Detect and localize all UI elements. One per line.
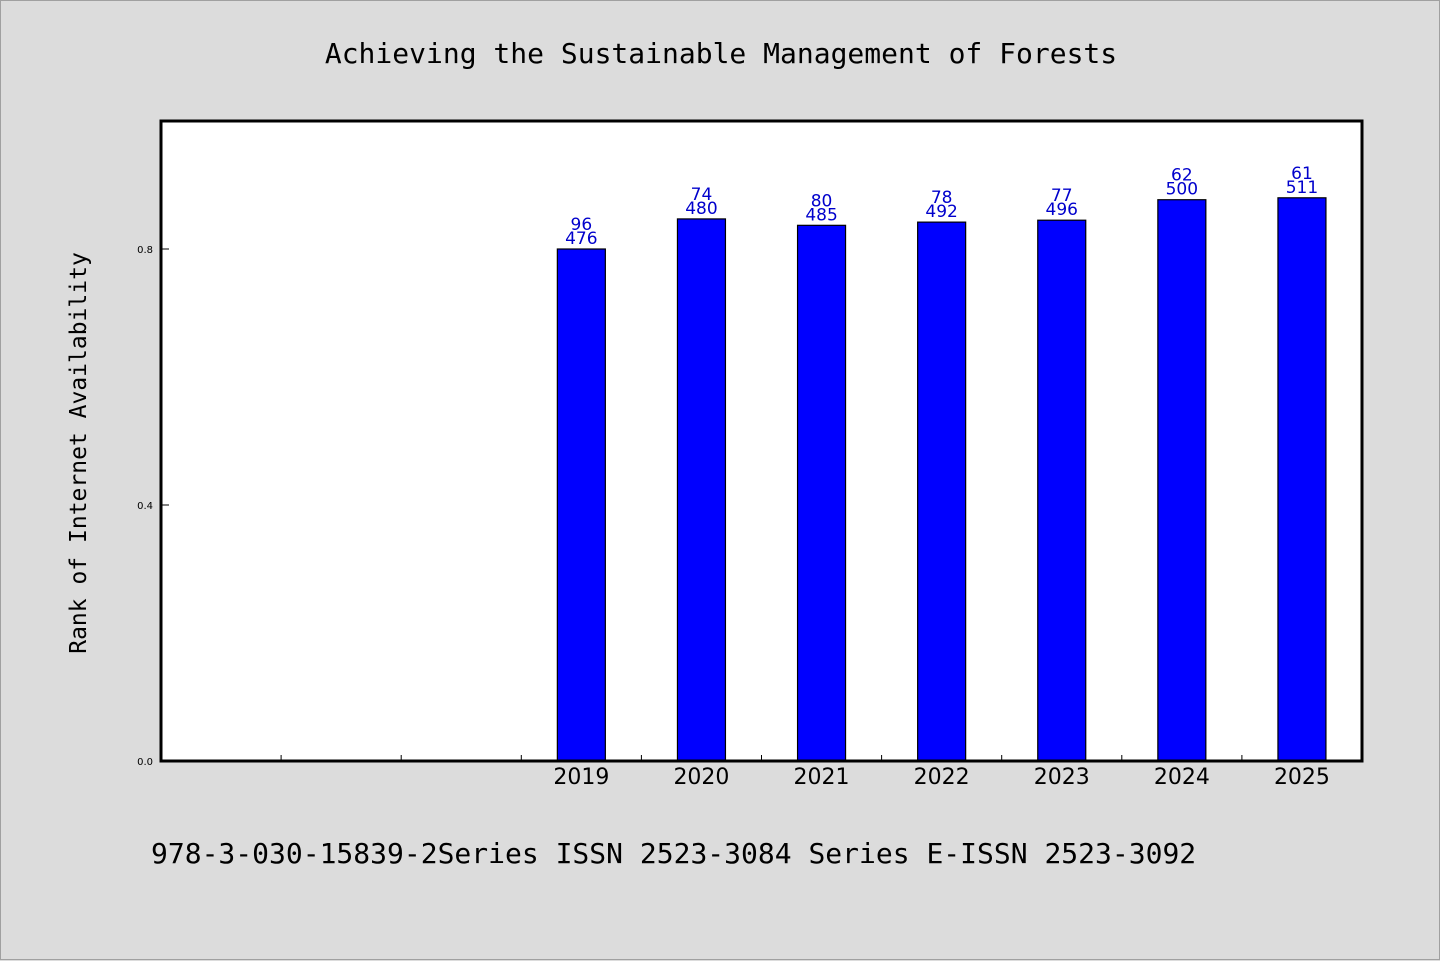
- bar-2023: [1037, 219, 1087, 762]
- x-tick-label-2023: 2023: [1034, 765, 1090, 790]
- data-label-2025-bottom: 511: [1286, 178, 1318, 198]
- x-axis-ticks: 2019 2020 2021 2022 2023 2024 2025: [280, 755, 1330, 790]
- x-tick-label-2025: 2025: [1274, 765, 1330, 790]
- bar-2021: [796, 224, 847, 762]
- data-label-2022-top: 78: [931, 188, 953, 208]
- data-label-2023-bottom: 496: [1046, 200, 1078, 220]
- x-tick-label-2020: 2020: [673, 765, 729, 790]
- x-tick-label-2019: 2019: [553, 765, 609, 790]
- footer-identifiers: 978-3-030-15839-2Series ISSN 2523-3084 S…: [151, 837, 1196, 870]
- x-tick-label-2022: 2022: [914, 765, 970, 790]
- data-label-2020-bottom: 480: [685, 199, 717, 219]
- y-tick-label: 0.4: [137, 501, 153, 512]
- bar-2019: [556, 248, 606, 762]
- data-label-2022-bottom: 492: [925, 202, 957, 222]
- data-label-2021-bottom: 485: [805, 205, 837, 225]
- bar-2024: [1157, 199, 1207, 762]
- bars-layer: [556, 197, 1327, 762]
- data-label-2024-bottom: 500: [1166, 180, 1198, 200]
- chart-title: Achieving the Sustainable Management of …: [325, 37, 1117, 70]
- data-label-2025-top: 61: [1291, 164, 1313, 184]
- y-tick-label: 0.8: [137, 245, 153, 256]
- data-label-2021-top: 80: [811, 191, 833, 211]
- bar-2022: [917, 221, 967, 762]
- bar-2025: [1277, 197, 1327, 762]
- data-label-2019-bottom: 476: [565, 229, 597, 249]
- data-label-2023-top: 77: [1051, 186, 1073, 206]
- y-axis-label: Rank of Internet Availability: [66, 252, 92, 654]
- data-label-2024-top: 62: [1171, 166, 1193, 186]
- data-label-2019-top: 96: [571, 215, 593, 235]
- y-tick-label: 0.0: [137, 757, 153, 768]
- bar-2020: [676, 218, 727, 762]
- data-label-2020-top: 74: [691, 185, 713, 205]
- plot-frame: [159, 119, 1364, 763]
- x-tick-label-2021: 2021: [794, 765, 850, 790]
- x-tick-label-2024: 2024: [1154, 765, 1210, 790]
